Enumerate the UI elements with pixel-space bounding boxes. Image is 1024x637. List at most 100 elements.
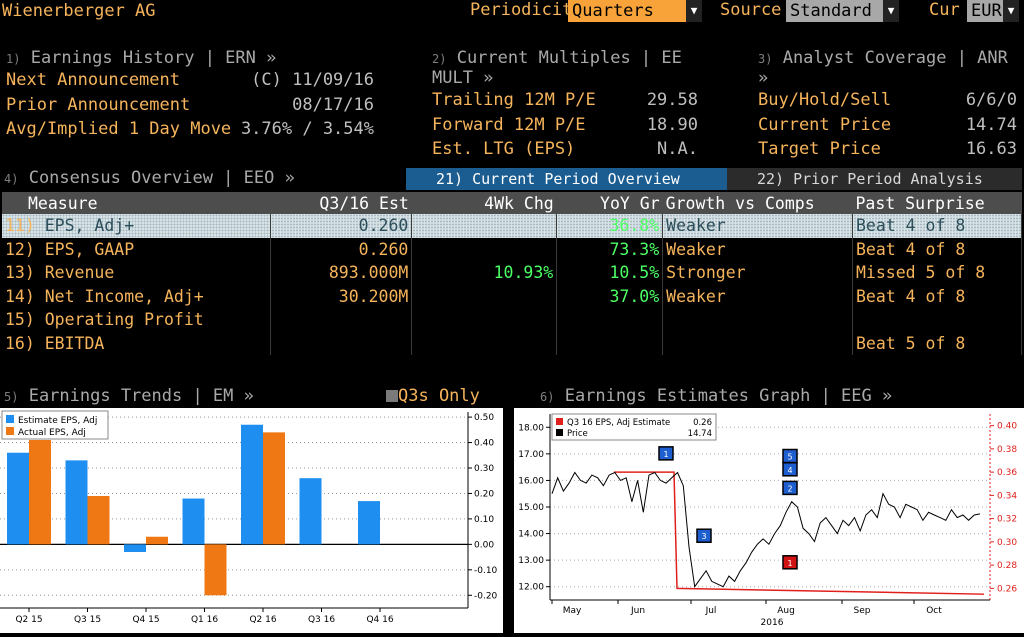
left-tick-label: 15.00 (518, 503, 544, 513)
growth-cell (662, 308, 853, 332)
yoy-cell: 36.8% (556, 214, 664, 238)
toggle-label: Q3s Only (398, 386, 480, 406)
row-label: Current Price (758, 114, 892, 135)
right-tick-label: 0.28 (997, 561, 1017, 571)
measure-cell[interactable]: 16) EBITDA (2, 331, 272, 355)
trailing-pe-row: Trailing 12M P/E 29.58 (432, 88, 698, 113)
tab-prior-period[interactable]: 22) Prior Period Analysis (Q2/16) (727, 168, 1022, 210)
y-tick-label: 0.10 (474, 515, 494, 525)
left-tick-label: 12.00 (518, 583, 544, 593)
earnings-trends-title[interactable]: 5) Earnings Trends | EM » (4, 386, 254, 406)
x-tick-label: Aug (777, 606, 795, 616)
table-row[interactable]: 12) EPS, GAAP 0.260 73.3% Weaker Beat 4 of 8 (2, 237, 1022, 261)
measure-label: Net Income, Adj+ (44, 286, 204, 306)
left-tick-label: 14.00 (518, 530, 544, 540)
right-tick-label: 0.26 (997, 584, 1017, 594)
estimates-graph-chart: 18.00 17.00 16.00 15.00 14.00 13.00 12.00 0.40 0… (514, 408, 1024, 633)
row-value: 29.58 (646, 90, 698, 110)
row-value: 3.76% / 3.54% (240, 119, 374, 139)
row-label: Trailing 12M P/E (432, 90, 596, 110)
currency-select[interactable]: EUR ▼ (967, 0, 1019, 22)
legend-swatch (6, 415, 14, 423)
panel-title-text: Current Multiples | EE MULT » (432, 48, 682, 88)
periodicity-select[interactable]: Quarters ▼ (568, 0, 702, 22)
table-row[interactable]: 14) Net Income, Adj+ 30.200M 37.0% Weaker Be… (2, 284, 1022, 308)
source-label: Source (720, 0, 782, 20)
surprise-cell: Missed 5 of 8 (852, 261, 1022, 285)
x-tick-label: Q1 16 (191, 615, 218, 625)
checkbox-icon (386, 390, 398, 402)
column-header-surprise[interactable]: Past Surprise (852, 192, 1022, 214)
measure-cell[interactable]: 15) Operating Profit (2, 308, 272, 332)
column-header-estimate[interactable]: Q3/16 Est (270, 192, 412, 214)
column-header-4wk-chg[interactable]: 4Wk Chg (411, 192, 557, 214)
estimates-graph-title[interactable]: 6) Earnings Estimates Graph | EEG » (540, 386, 892, 406)
estimate-cell: 30.200M (270, 284, 413, 308)
x-tick-label: Q3 15 (74, 615, 101, 625)
ltg-row: Est. LTG (EPS) N.A. (432, 137, 698, 162)
earnings-trends-svg: 0.50 0.40 0.30 0.20 0.10 0.00 -0.10 -0.20 Q2 15 Q… (0, 410, 498, 625)
current-multiples-title[interactable]: 2) Current Multiples | EE MULT » (432, 48, 698, 88)
column-header-yoy[interactable]: YoY Gr (556, 192, 663, 214)
x-tick-label: Oct (926, 606, 942, 616)
table-row[interactable]: 13) Revenue 893.000M 10.93% 10.5% Stronger Mi… (2, 261, 1022, 285)
bar-estimate (7, 452, 29, 545)
row-label: Target Price (758, 139, 881, 159)
prior-announcement-row: Prior Announcement 08/17/16 (6, 93, 374, 118)
4wk-chg-cell (411, 308, 558, 332)
table-row[interactable]: 15) Operating Profit (2, 308, 1022, 332)
left-tick-label: 18.00 (518, 423, 544, 433)
bar-estimate (182, 498, 205, 545)
measure-cell[interactable]: 13) Revenue (2, 261, 272, 285)
row-value: 08/17/16 (292, 94, 374, 115)
bar-actual (204, 544, 227, 596)
growth-cell: Stronger (662, 261, 853, 285)
panel-number: 6) (540, 390, 555, 404)
legend-swatch (556, 429, 563, 436)
event-marker-label: 1 (663, 450, 668, 459)
surprise-cell: Beat 5 of 8 (852, 331, 1022, 355)
event-marker-label: 4 (787, 466, 792, 475)
consensus-overview-title[interactable]: 4) Consensus Overview | EEO » (4, 168, 295, 188)
measure-label: EPS, Adj+ (44, 216, 135, 236)
bar-actual (263, 432, 285, 545)
row-label: Forward 12M P/E (432, 114, 586, 135)
table-row[interactable]: 11) EPS, Adj+ 0.260 36.8% Weaker Beat 4 of 8 (2, 214, 1022, 238)
4wk-chg-cell (411, 214, 558, 238)
q3s-only-toggle[interactable]: Q3s Only (386, 386, 480, 406)
legend-value: 14.74 (688, 429, 712, 439)
estimate-cell: 893.000M (270, 261, 413, 285)
4wk-chg-cell (411, 284, 558, 308)
analyst-coverage-title[interactable]: 3) Analyst Coverage | ANR » (758, 48, 1017, 88)
row-label: Next Announcement (6, 70, 180, 90)
bar-estimate (241, 424, 263, 545)
estimate-cell (270, 308, 413, 332)
panel-number: 5) (4, 390, 19, 404)
consensus-table: Measure Q3/16 Est 4Wk Chg YoY Gr Growth … (2, 192, 1022, 355)
row-value: 6/6/0 (965, 90, 1017, 110)
buy-hold-sell-row: Buy/Hold/Sell 6/6/0 (758, 88, 1017, 113)
measure-cell[interactable]: 14) Net Income, Adj+ (2, 284, 272, 308)
avg-move-row: Avg/Implied 1 Day Move 3.76% / 3.54% (6, 117, 374, 142)
column-header-measure[interactable]: Measure (2, 192, 271, 214)
earnings-history-title[interactable]: 1) Earnings History | ERN » (6, 48, 374, 68)
column-header-growth[interactable]: Growth vs Comps (662, 192, 853, 214)
table-row[interactable]: 16) EBITDA Beat 5 of 8 (2, 331, 1022, 355)
x-tick-label: Q2 16 (249, 615, 276, 625)
y-tick-label: 0.50 (474, 413, 494, 423)
dropdown-arrow-icon: ▼ (883, 0, 899, 22)
bar-estimate (65, 460, 88, 545)
right-tick-label: 0.36 (997, 468, 1017, 478)
measure-cell[interactable]: 12) EPS, GAAP (2, 237, 272, 261)
right-tick-label: 0.40 (997, 422, 1017, 432)
x-tick-label: Q2 15 (15, 615, 42, 625)
bar-estimate (358, 501, 380, 545)
x-tick-label: Jun (630, 606, 645, 616)
source-select[interactable]: Standard ▼ (786, 0, 899, 22)
legend-label: Estimate EPS, Adj (18, 416, 97, 426)
measure-cell[interactable]: 11) EPS, Adj+ (2, 214, 272, 238)
source-value: Standard (786, 0, 883, 22)
panel-title-text: Earnings Estimates Graph | EEG » (564, 386, 893, 406)
legend-box (551, 413, 717, 441)
tab-current-period[interactable]: 21) Current Period Overview (Q3/16) (406, 168, 727, 210)
